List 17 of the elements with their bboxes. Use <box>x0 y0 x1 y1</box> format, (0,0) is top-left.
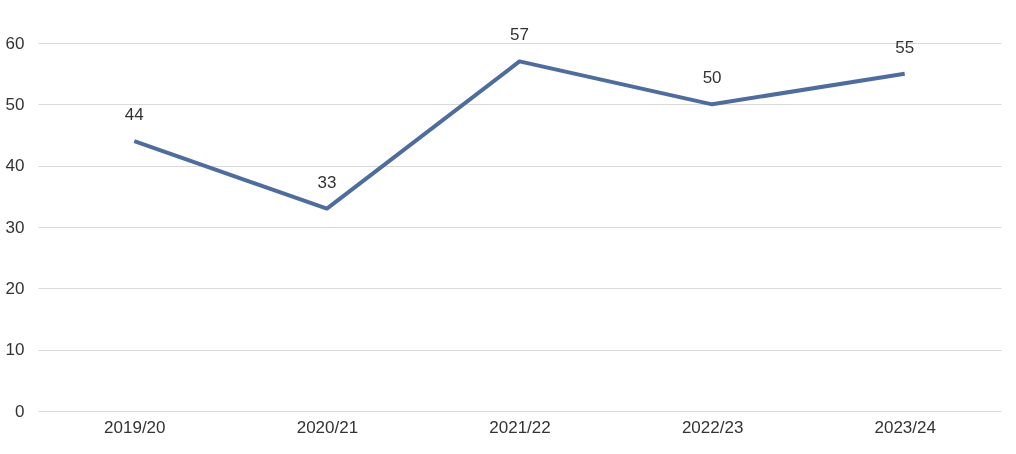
data-label: 33 <box>317 172 337 192</box>
y-tick-label: 20 <box>5 278 25 298</box>
x-tick-label: 2022/23 <box>681 417 744 437</box>
data-label: 44 <box>124 105 144 125</box>
y-tick-label: 10 <box>5 340 25 360</box>
x-tick-label: 2021/22 <box>489 417 551 437</box>
x-tick-label: 2023/24 <box>874 417 936 437</box>
data-label: 50 <box>702 68 722 88</box>
y-tick-label: 30 <box>5 217 25 237</box>
y-tick-label: 50 <box>5 94 25 114</box>
y-tick-label: 0 <box>15 401 25 421</box>
x-tick-label: 2020/21 <box>296 417 359 437</box>
x-tick-label: 2019/20 <box>104 417 166 437</box>
y-tick-label: 40 <box>5 156 25 176</box>
y-tick-label: 60 <box>5 33 25 53</box>
data-label: 55 <box>895 37 915 57</box>
data-label: 57 <box>510 25 529 45</box>
